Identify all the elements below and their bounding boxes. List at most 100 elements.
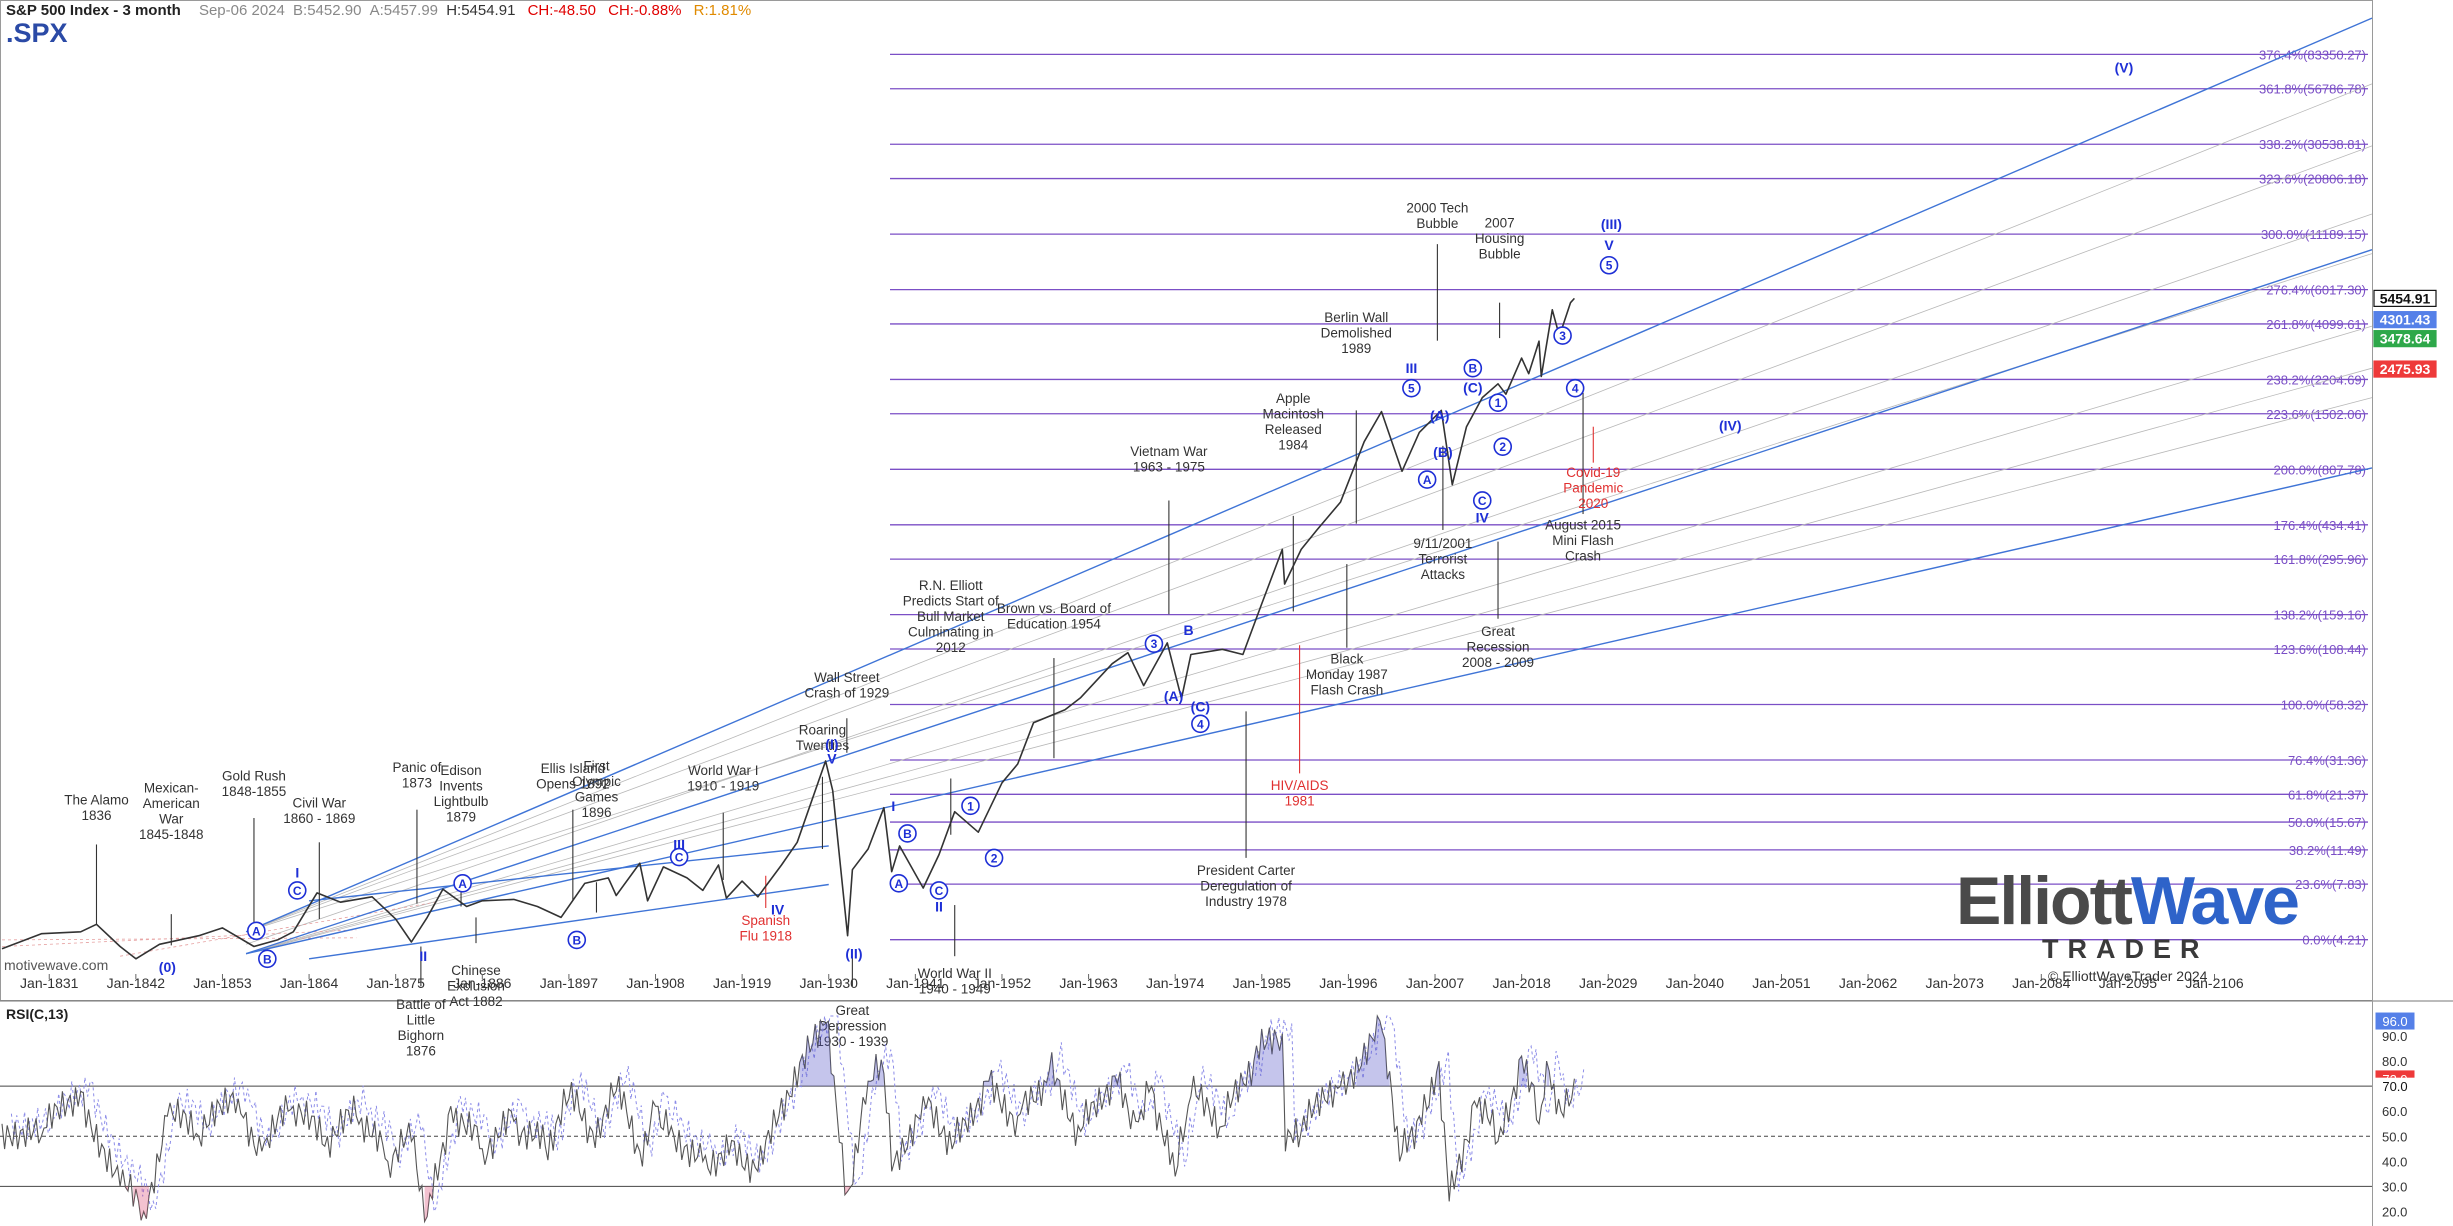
fan-line bbox=[245, 325, 2373, 955]
x-tick-label: Jan-2106 bbox=[2185, 975, 2244, 991]
fib-level-label: 376.4%(83350.27) bbox=[2259, 47, 2366, 62]
wave-label: III bbox=[673, 836, 685, 852]
event-label: The Alamo bbox=[64, 793, 129, 808]
price-axis-box bbox=[2373, 311, 2437, 329]
event-label: Panic of bbox=[393, 760, 442, 775]
rsi-overbought-fill bbox=[1519, 1056, 1527, 1087]
wave-circle bbox=[1488, 393, 1508, 413]
wave-label: B bbox=[903, 827, 912, 841]
x-tick-label: Jan-2029 bbox=[1579, 975, 1638, 991]
x-tick-label: Jan-1952 bbox=[973, 975, 1032, 991]
event-label: Monday 1987 bbox=[1306, 667, 1388, 682]
wave-circle bbox=[1553, 326, 1572, 345]
event-label: 2012 bbox=[936, 640, 966, 655]
rsi-tick-label: 40.0 bbox=[2382, 1154, 2407, 1169]
rsi-tick-label: 20.0 bbox=[2382, 1204, 2407, 1219]
wave-label: (C) bbox=[1191, 699, 1210, 715]
event-label: 1930 - 1939 bbox=[816, 1034, 888, 1049]
price-axis-value: 4301.43 bbox=[2380, 312, 2431, 328]
x-tick-label: Jan-2040 bbox=[1666, 975, 1725, 991]
event-label: Invents bbox=[439, 778, 483, 793]
fib-level-label: 100.0%(58.32) bbox=[2281, 697, 2366, 712]
event-label: 1879 bbox=[446, 809, 476, 824]
event-label: Bubble bbox=[1416, 216, 1458, 231]
trend-channels bbox=[1, 17, 2373, 960]
fib-level-label: 261.8%(4099.61) bbox=[2266, 317, 2366, 332]
event-label: 1860 - 1869 bbox=[283, 811, 355, 826]
x-tick-label: Jan-1831 bbox=[20, 975, 79, 991]
event-label: Gold Rush bbox=[222, 768, 286, 783]
event-label: Civil War bbox=[293, 796, 347, 811]
event-label: Culminating in bbox=[908, 624, 994, 639]
rsi-value-label: 70.0 bbox=[2382, 1079, 2407, 1094]
event-label: Covid-19 bbox=[1566, 465, 1620, 480]
event-label: 2000 Tech bbox=[1406, 200, 1468, 215]
wave-label: V bbox=[827, 751, 837, 767]
event-label: 2008 - 2009 bbox=[1462, 655, 1534, 670]
x-tick-label: Jan-1919 bbox=[713, 975, 772, 991]
wave-circle bbox=[1565, 378, 1585, 398]
wave-label: (I) bbox=[825, 736, 838, 752]
event-label: 1910 - 1919 bbox=[687, 779, 759, 794]
event-label: Opens 1892 bbox=[536, 777, 610, 792]
event-label: Mexican- bbox=[144, 780, 199, 795]
event-label: 1896 bbox=[581, 805, 611, 820]
fib-level-label: 223.6%(1502.06) bbox=[2266, 407, 2366, 422]
rsi-title: RSI(C,13) bbox=[6, 1006, 68, 1022]
wave-label: (0) bbox=[159, 959, 176, 975]
fib-level-label: 338.2%(30538.81) bbox=[2259, 137, 2366, 152]
wave-circle bbox=[258, 949, 277, 969]
rsi-oversold-fill bbox=[424, 1186, 433, 1222]
wave-label: A bbox=[1423, 473, 1432, 487]
fibonacci-levels: 376.4%(83350.27) 361.8%(56786.78) 338.2%(3… bbox=[890, 47, 2368, 948]
fib-level-label: 123.6%(108.44) bbox=[2273, 642, 2366, 657]
rsi-tick-label: 30.0 bbox=[2382, 1179, 2407, 1194]
x-tick-label: Jan-1974 bbox=[1146, 975, 1205, 991]
wave-circle bbox=[1472, 491, 1492, 510]
event-label: Little bbox=[407, 1012, 436, 1027]
x-tick-label: Jan-2062 bbox=[1839, 975, 1898, 991]
event-label: Battle of bbox=[396, 997, 446, 1012]
wave-circle bbox=[1144, 634, 1164, 654]
rsi-tick-label: 80.0 bbox=[2382, 1054, 2407, 1069]
wave-label: I bbox=[295, 865, 299, 881]
fib-level-label: 61.8%(21.37) bbox=[2288, 787, 2366, 802]
logo-word-elliott: Elliott bbox=[1956, 863, 2133, 939]
wave-label: B bbox=[572, 933, 581, 947]
quote-change-pct: CH:-0.88% bbox=[608, 2, 682, 19]
wave-label: 3 bbox=[1151, 637, 1158, 651]
wave-label: V bbox=[1604, 237, 1614, 253]
rsi-line bbox=[1, 1014, 1575, 1224]
x-tick-label: Jan-2073 bbox=[1925, 975, 1984, 991]
rsi-value-box bbox=[2375, 1012, 2415, 1030]
event-label: Apple bbox=[1276, 391, 1311, 406]
price-axis-value: 5454.91 bbox=[2380, 290, 2431, 306]
event-label: Flu 1918 bbox=[739, 929, 792, 944]
symbol-label: .SPX bbox=[6, 18, 68, 48]
wave-label: 4 bbox=[1572, 382, 1579, 396]
event-label: Chinese bbox=[451, 963, 501, 978]
event-label: 1963 - 1975 bbox=[1133, 459, 1205, 474]
quote-last: H:5454.91 bbox=[446, 2, 516, 19]
projection-line bbox=[120, 901, 436, 957]
wave-label: C bbox=[935, 884, 944, 898]
projection-line bbox=[1, 937, 357, 941]
wave-circle bbox=[961, 796, 980, 816]
x-tick-label: Jan-1853 bbox=[193, 975, 252, 991]
wave-label: A bbox=[894, 877, 903, 891]
rsi-tick-label: 50.0 bbox=[2382, 1129, 2407, 1144]
x-tick-label: Jan-1930 bbox=[800, 975, 859, 991]
logo-word-trader: TRADER bbox=[2042, 934, 2209, 964]
event-label: Great bbox=[1481, 624, 1515, 639]
event-label: Terrorist bbox=[1419, 551, 1468, 566]
x-tick-label: Jan-1985 bbox=[1233, 975, 1292, 991]
price-line bbox=[1, 297, 1575, 960]
wave-label: 2 bbox=[1499, 440, 1506, 454]
rsi-overbought-fill bbox=[983, 1070, 992, 1087]
rsi-overbought-fill bbox=[1348, 1069, 1351, 1087]
logo-word-wave: Wave bbox=[2130, 863, 2300, 939]
price-axis-value: 2475.93 bbox=[2380, 361, 2431, 377]
event-label: 1989 bbox=[1341, 341, 1371, 356]
wave-circle bbox=[898, 824, 917, 843]
